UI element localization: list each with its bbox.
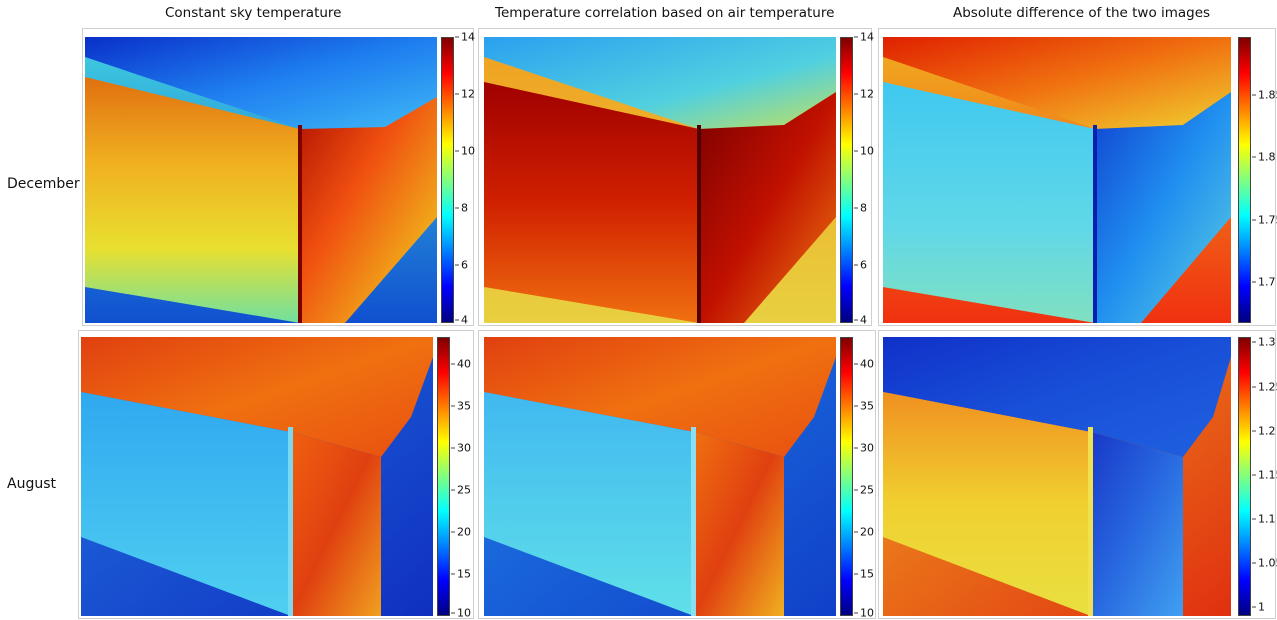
tick-label: 25 bbox=[854, 483, 874, 497]
panel-august-abs-difference: 1.3 1.25 1.2 1.15 1.1 1.05 1 bbox=[878, 330, 1277, 619]
tick-label: 10 bbox=[455, 144, 475, 158]
colorbar-august-difference bbox=[1238, 337, 1251, 616]
tick-label: 10 bbox=[854, 606, 874, 620]
tick-label: 25 bbox=[451, 483, 471, 497]
tick-label: 35 bbox=[854, 399, 874, 413]
tick-label: 30 bbox=[854, 441, 874, 455]
tick-label: 6 bbox=[455, 258, 468, 272]
colorbar-august-temperature-2 bbox=[840, 337, 853, 616]
tick-label: 20 bbox=[451, 525, 471, 539]
thermal-image-august-constant-sky bbox=[81, 337, 433, 616]
tick-label: 8 bbox=[455, 201, 468, 215]
colorbar-august-temperature-1 bbox=[437, 337, 450, 616]
panel-december-abs-difference: 1.85 1.8 1.75 1.7 bbox=[878, 28, 1277, 326]
tick-label: 10 bbox=[451, 606, 471, 620]
tick-label: 40 bbox=[854, 357, 874, 371]
row-label-december: December bbox=[7, 176, 80, 192]
tick-label: 15 bbox=[451, 567, 471, 581]
panel-august-constant-sky: 40 35 30 25 20 15 10 bbox=[78, 330, 474, 619]
tick-label: 1.2 bbox=[1252, 424, 1276, 438]
tick-label: 35 bbox=[451, 399, 471, 413]
tick-label: 1.05 bbox=[1252, 558, 1277, 569]
thermal-image-december-abs-difference bbox=[883, 37, 1231, 323]
column-title-air-correlation: Temperature correlation based on air tem… bbox=[495, 5, 835, 21]
tick-label: 8 bbox=[854, 201, 867, 215]
tick-label: 30 bbox=[451, 441, 471, 455]
tick-label: 1.3 bbox=[1252, 335, 1276, 349]
colorbar-december-difference bbox=[1238, 37, 1251, 323]
column-title-constant-sky: Constant sky temperature bbox=[165, 5, 342, 21]
tick-label: 1.85 bbox=[1252, 90, 1277, 101]
tick-label: 20 bbox=[854, 525, 874, 539]
colorbar-december-temperature-1 bbox=[441, 37, 454, 323]
thermal-image-december-constant-sky bbox=[85, 37, 437, 323]
tick-label: 1.75 bbox=[1252, 215, 1277, 226]
tick-label: 4 bbox=[455, 313, 468, 327]
tick-label: 14 bbox=[854, 30, 874, 44]
column-title-abs-difference: Absolute difference of the two images bbox=[953, 5, 1211, 21]
thermal-image-august-air-correlation bbox=[484, 337, 836, 616]
tick-label: 12 bbox=[854, 87, 874, 101]
panel-december-air-correlation: 14 12 10 8 6 4 bbox=[478, 28, 874, 327]
tick-label: 1.15 bbox=[1252, 470, 1277, 481]
tick-label: 1.25 bbox=[1252, 382, 1277, 393]
tick-label: 4 bbox=[854, 313, 867, 327]
tick-label: 10 bbox=[854, 144, 874, 158]
tick-label: 1.1 bbox=[1252, 512, 1276, 526]
tick-label: 15 bbox=[854, 567, 874, 581]
tick-label: 14 bbox=[455, 30, 475, 44]
panel-august-air-correlation: 40 35 30 25 20 15 10 bbox=[478, 330, 876, 619]
thermal-image-december-air-correlation bbox=[484, 37, 836, 323]
tick-label: 1.8 bbox=[1252, 150, 1276, 164]
tick-label: 40 bbox=[451, 357, 471, 371]
colorbar-december-temperature-2 bbox=[840, 37, 853, 323]
tick-label: 12 bbox=[455, 87, 475, 101]
panel-december-constant-sky: 14 12 10 8 6 4 bbox=[82, 28, 475, 327]
tick-label: 6 bbox=[854, 258, 867, 272]
tick-label: 1.7 bbox=[1252, 275, 1276, 289]
thermal-image-august-abs-difference bbox=[883, 337, 1231, 616]
tick-label: 1 bbox=[1252, 600, 1265, 614]
row-label-august: August bbox=[7, 476, 56, 492]
